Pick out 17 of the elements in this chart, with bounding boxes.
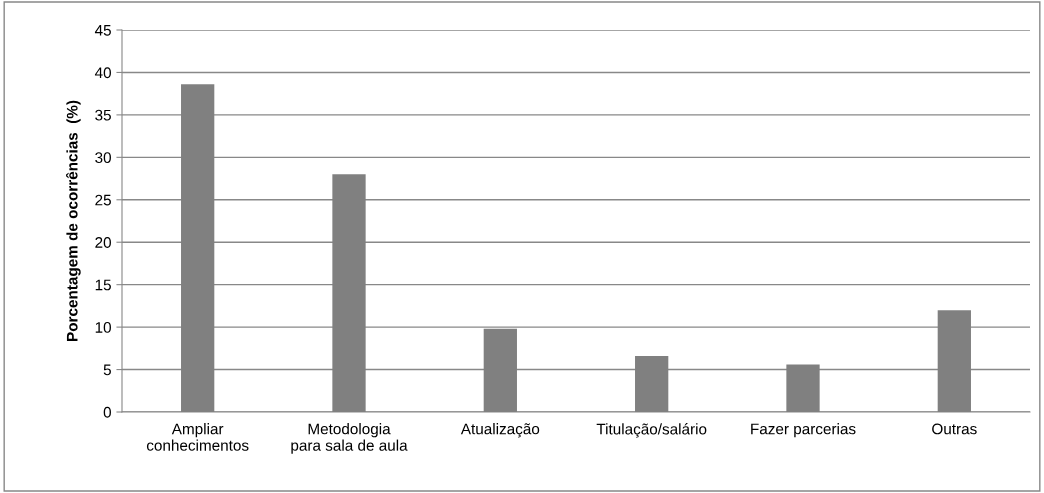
- x-tick-label: Outras: [932, 423, 977, 435]
- y-tick-label: 25: [95, 194, 111, 206]
- y-tick-label: 35: [95, 109, 111, 121]
- y-tick-label: 0: [103, 406, 111, 418]
- y-tick-label: 10: [95, 321, 111, 333]
- x-tick-label: Fazer parcerias: [751, 423, 856, 438]
- x-tick-label: Atualização: [460, 423, 540, 438]
- x-tick-label: Metodologia para sala de aula: [291, 423, 408, 454]
- y-tick-label: 15: [95, 279, 111, 291]
- x-tick-label: Titulação/salário: [596, 423, 707, 438]
- x-tick-label: Ampliar conhecimentos: [146, 423, 249, 451]
- y-tick-label: 30: [95, 152, 111, 164]
- y-tick-label: 20: [95, 237, 111, 248]
- y-axis-title: Porcentagem de ocorrências (%): [66, 100, 81, 341]
- y-tick-label: 45: [94, 25, 111, 36]
- y-tick-label: 5: [103, 364, 111, 376]
- y-tick-label: 40: [94, 67, 111, 79]
